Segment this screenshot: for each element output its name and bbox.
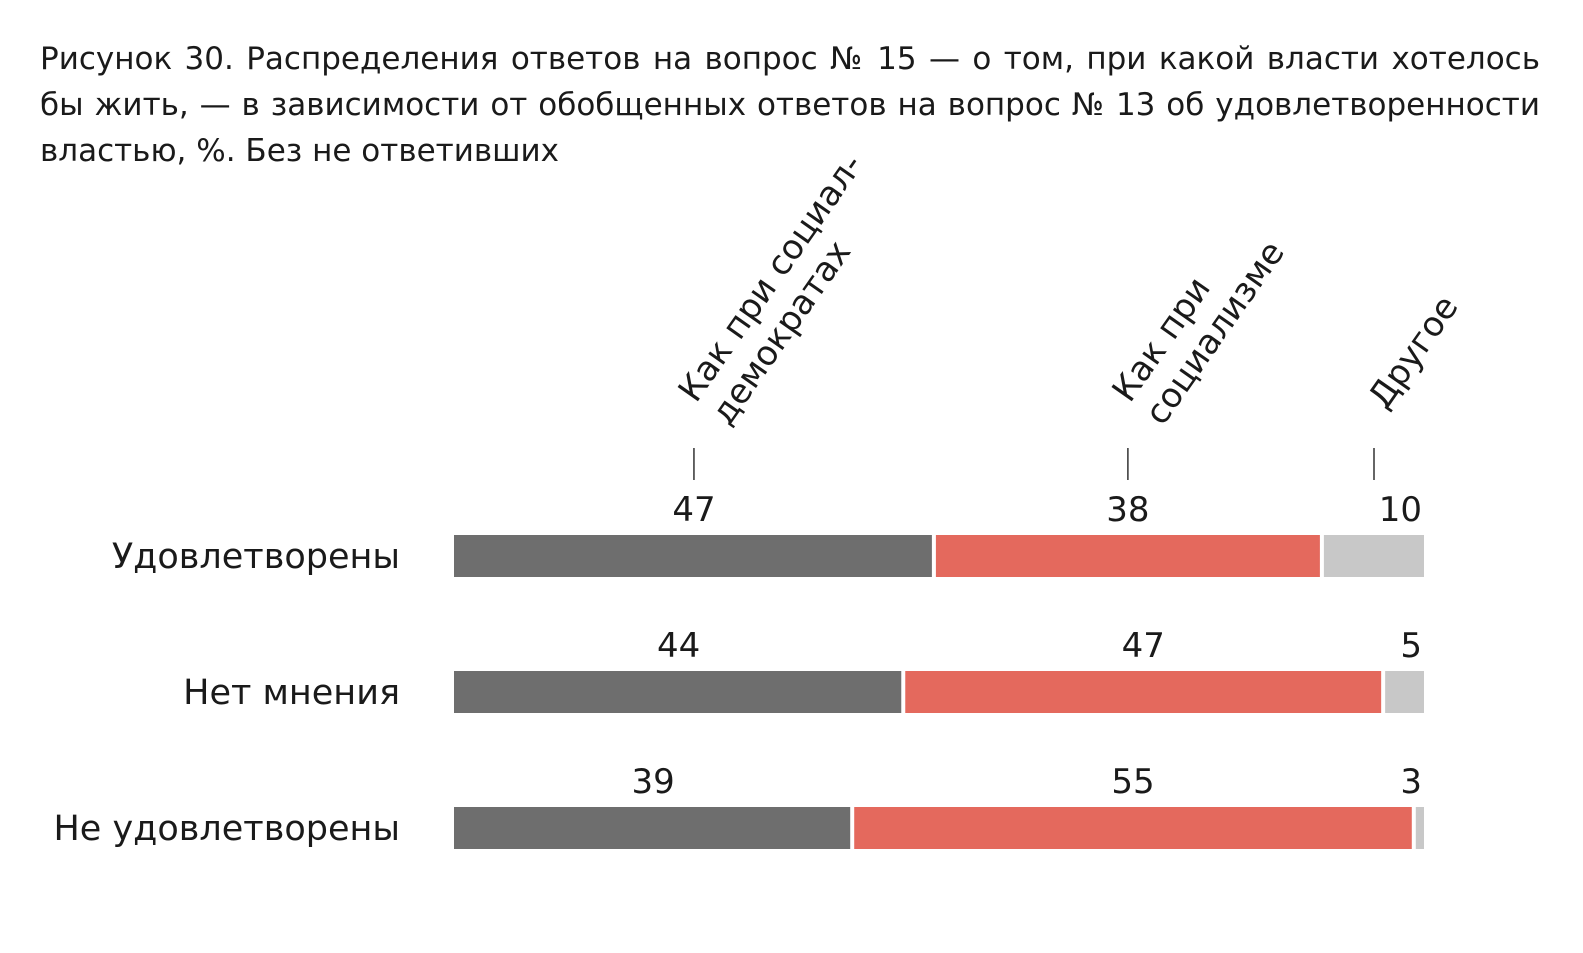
row-label-нет-мнения: Нет мнения: [183, 673, 400, 713]
row-label-удовлетворены: Удовлетворены: [112, 537, 400, 577]
bar-как-при-социал-демократах-удовлетворены: [454, 535, 932, 577]
series-label-line: Другое: [1360, 288, 1466, 416]
bars: [454, 535, 1424, 849]
value-label-другое-удовлетворены: 10: [1379, 490, 1422, 530]
series-label-как-при-социал-демократах: Как при социал-демократах: [671, 147, 872, 433]
labels: Удовлетворены 47 38 10 Нет мнения 44 47 5 Не удо…: [53, 490, 1422, 849]
bar-как-при-социализме-нет-мнения: [905, 671, 1382, 713]
value-label-как-при-социализме-удовлетворены: 38: [1106, 490, 1149, 530]
value-label-другое-не-удовлетворены: 3: [1400, 762, 1422, 802]
bar-другое-не-удовлетворены: [1415, 807, 1424, 849]
row-label-не-удовлетворены: Не удовлетворены: [53, 809, 400, 849]
series-legend: Как при социал-демократах Как присоциализ…: [671, 147, 1467, 480]
value-label-как-при-социал-демократах-удовлетворены: 47: [672, 490, 715, 530]
bar-другое-нет-мнения: [1385, 671, 1424, 713]
bar-как-при-социал-демократах-не-удовлетворены: [454, 807, 851, 849]
series-label-другое: Другое: [1360, 288, 1466, 416]
value-label-как-при-социал-демократах-нет-мнения: 44: [657, 626, 700, 666]
bar-как-при-социал-демократах-нет-мнения: [454, 671, 902, 713]
bar-как-при-социализме-удовлетворены: [935, 535, 1320, 577]
value-label-другое-нет-мнения: 5: [1400, 626, 1422, 666]
value-label-как-при-социализме-нет-мнения: 47: [1122, 626, 1165, 666]
chart-title: Рисунок 30. Распределения ответов на воп…: [40, 41, 1540, 169]
bar-как-при-социализме-не-удовлетворены: [854, 807, 1412, 849]
bar-другое-удовлетворены: [1323, 535, 1424, 577]
value-label-как-при-социализме-не-удовлетворены: 55: [1111, 762, 1154, 802]
value-label-как-при-социал-демократах-не-удовлетворены: 39: [631, 762, 674, 802]
